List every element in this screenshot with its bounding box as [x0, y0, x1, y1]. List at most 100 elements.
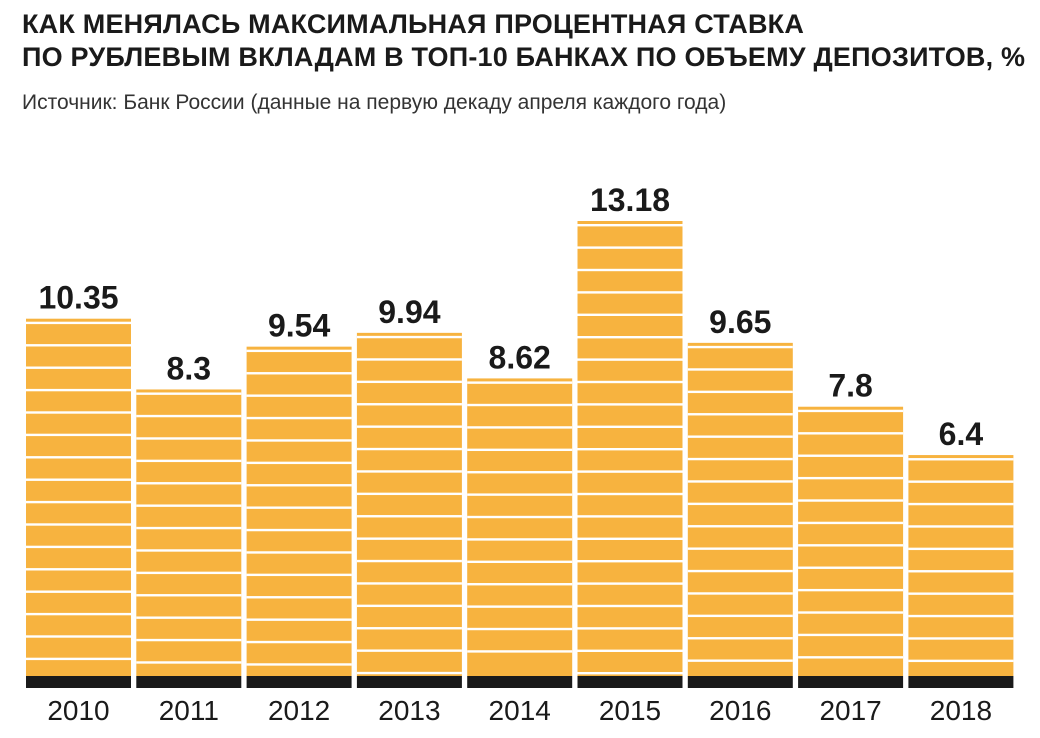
chart-title-line-2: ПО РУБЛЕВЫМ ВКЛАДАМ В ТОП-10 БАНКАХ ПО О… — [22, 42, 1026, 72]
bar-stripe — [26, 344, 131, 347]
bar-stripe — [136, 392, 242, 395]
bar-stripe — [136, 504, 242, 507]
bar-stripe — [26, 456, 131, 459]
bar-stripe — [577, 380, 683, 384]
bar-stripe — [577, 313, 683, 316]
bar-stripe — [467, 426, 573, 429]
bar-stripe — [798, 588, 904, 592]
bar-base — [246, 676, 352, 688]
bar-stripe — [577, 672, 683, 675]
bar-base — [908, 676, 1014, 688]
value-label-2012: 9.54 — [268, 308, 330, 344]
bar-stripe — [687, 457, 793, 461]
bar-stripe — [246, 551, 352, 554]
bar-stripe — [246, 528, 352, 532]
x-tick-2015: 2015 — [599, 695, 661, 726]
bar-2012 — [246, 346, 352, 676]
bar-2010 — [26, 318, 131, 676]
value-label-2011: 8.3 — [167, 350, 211, 386]
bar-stripe — [246, 618, 352, 621]
bar-stripe — [356, 604, 462, 608]
bar-base — [577, 676, 683, 688]
bar-group-2011: 8.3 2011 — [136, 350, 242, 726]
bar-stripe — [246, 439, 352, 442]
bar-stripe — [577, 425, 683, 428]
bar-stripe — [26, 568, 131, 571]
bar-stripe — [687, 480, 793, 483]
bar-stripe — [26, 612, 131, 616]
bar-stripe — [798, 633, 904, 637]
bar-stripe — [246, 663, 352, 666]
bar-stripe — [798, 454, 904, 457]
bar-stripe — [798, 409, 904, 413]
chart-title-line-1: КАК МЕНЯЛАСЬ МАКСИМАЛЬНАЯ ПРОЦЕНТНАЯ СТА… — [22, 9, 805, 39]
x-tick-2017: 2017 — [819, 695, 881, 726]
bar-stripe — [467, 627, 573, 631]
bar-stripe — [246, 640, 352, 644]
x-tick-2013: 2013 — [378, 695, 440, 726]
value-label-2018: 6.4 — [939, 416, 984, 452]
bar-stripe — [26, 500, 131, 504]
bar-stripe — [356, 649, 462, 652]
bar-stripe — [908, 547, 1014, 551]
bar-stripe — [908, 570, 1014, 573]
bar-stripe — [577, 537, 683, 540]
value-label-2017: 7.8 — [828, 368, 872, 404]
bar-stripe — [577, 582, 683, 585]
bar-stripe — [467, 560, 573, 564]
bar-stripe — [798, 476, 904, 480]
bar-stripe — [687, 345, 793, 349]
bar-stripe — [577, 560, 683, 563]
bar-stripe — [136, 616, 242, 619]
bar-group-2018: 6.4 2018 — [908, 416, 1014, 726]
bar-stripe — [687, 368, 793, 371]
bar-stripe — [687, 637, 793, 640]
bar-stripe — [908, 592, 1014, 595]
bar-stripe — [246, 394, 352, 397]
bar-2016 — [687, 342, 793, 676]
bar-stripe — [577, 515, 683, 518]
bar-stripe — [356, 403, 462, 406]
x-tick-2016: 2016 — [709, 695, 771, 726]
bar-stripe — [136, 437, 242, 440]
bar-stripe — [577, 448, 683, 451]
bar-stripe — [467, 650, 573, 653]
value-label-2015: 13.18 — [590, 182, 670, 218]
x-tick-2012: 2012 — [268, 695, 330, 726]
bar-stripe — [577, 224, 683, 227]
bar-stripe — [798, 656, 904, 659]
value-label-2013: 9.94 — [378, 294, 440, 330]
bar-stripe — [26, 545, 131, 549]
bar-stripe — [26, 635, 131, 638]
bar-stripe — [908, 480, 1014, 483]
value-label-2010: 10.35 — [38, 280, 118, 316]
bar-stripe — [577, 492, 683, 496]
bar-stripe — [577, 291, 683, 294]
bar-stripe — [26, 388, 131, 392]
bar-stripe — [908, 637, 1014, 640]
bar-base — [798, 676, 904, 688]
bar-stripe — [687, 413, 793, 416]
bar-2017 — [798, 406, 904, 676]
bar-stripe — [356, 559, 462, 563]
bar-group-2016: 9.65 2016 — [687, 304, 793, 726]
bar-stripe — [687, 659, 793, 662]
bar-stripe — [246, 596, 352, 599]
bar-stripe — [577, 604, 683, 608]
bar-base — [687, 676, 793, 688]
bar-stripe — [246, 461, 352, 465]
bar-stripe — [356, 671, 462, 675]
bar-base — [136, 676, 242, 688]
bar-stripe — [687, 502, 793, 506]
bar-stripe — [26, 433, 131, 437]
bar-stripe — [356, 492, 462, 496]
chart-subtitle: Источник: Банк России (данные на первую … — [22, 91, 727, 114]
bar-stripe — [246, 573, 352, 577]
bar-stripe — [577, 336, 683, 339]
x-tick-2010: 2010 — [47, 695, 109, 726]
bar-stripe — [136, 482, 242, 485]
bar-group-2017: 7.8 2017 — [798, 368, 904, 726]
bar-stripe — [26, 321, 131, 325]
bar-stripe — [246, 506, 352, 509]
